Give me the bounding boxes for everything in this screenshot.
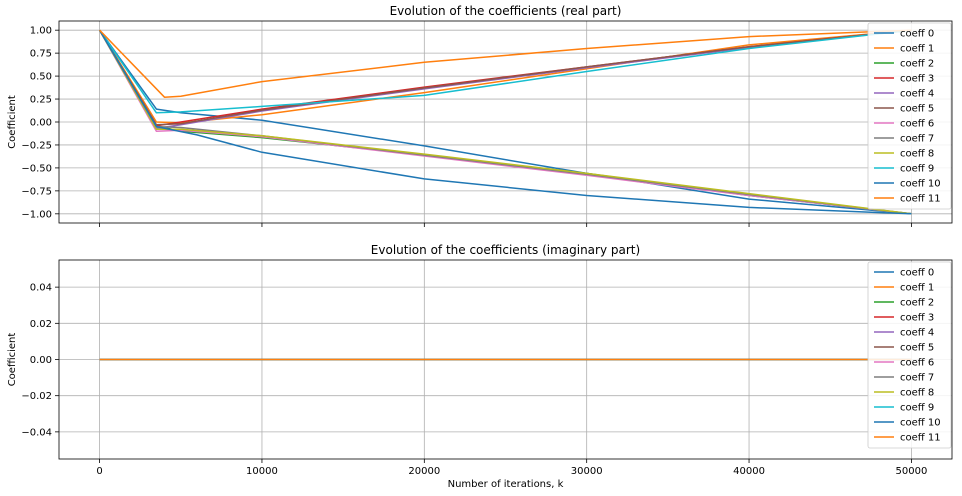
y-tick-label: 1.00 [30,26,52,37]
y-tick-label: −0.25 [21,140,52,151]
y-tick-label: 0.04 [30,283,52,294]
series-line-coeff-6 [98,29,912,215]
x-tick-label: 0 [96,466,102,477]
series-line-coeff-10 [98,29,912,215]
x-tick-label: 10000 [246,466,278,477]
legend-label: coeff 10 [900,418,941,429]
chart-title: Evolution of the coefficients (real part… [390,4,622,18]
legend-label: coeff 5 [900,104,934,115]
legend-label: coeff 8 [900,388,934,399]
series-line-coeff-11 [99,29,912,98]
legend: coeff 0 coeff 1 coeff 2 coeff 3 coeff 4 coeff… [867,22,952,210]
series-line-coeff-9 [98,29,912,114]
legend-box [867,261,952,449]
x-axis-label: Number of iterations, k [448,479,564,490]
legend-label: coeff 11 [900,194,941,205]
x-tick-label: 40000 [733,466,765,477]
legend-label: coeff 4 [900,89,934,100]
chart-panel-0: 1.00 0.75 0.50 0.25 0.00 −0.25 −0.50 −0.75 −1.00… [7,4,953,227]
y-tick-label: −0.04 [21,427,52,438]
chart-title: Evolution of the coefficients (imaginary… [371,243,640,257]
legend-label: coeff 6 [900,358,934,369]
legend-label: coeff 2 [900,59,934,70]
y-axis-label: Coefficient [7,333,18,387]
series-line-coeff-4 [98,29,912,130]
legend-label: coeff 0 [900,268,934,279]
legend-label: coeff 4 [900,328,934,339]
series-line-coeff-1 [98,29,912,124]
y-tick-label: −0.50 [21,163,52,174]
chart-panel-1: 0 10000 20000 30000 40000 50000 0.04 0.02 0.00 −0… [7,243,953,490]
series-line-coeff-5 [98,29,912,126]
legend-label: coeff 6 [900,119,934,130]
y-tick-label: 0.75 [30,49,52,60]
legend-label: coeff 1 [900,44,934,55]
legend-label: coeff 0 [900,29,934,40]
series-line-coeff-0 [98,29,912,215]
y-tick-label: −1.00 [21,209,52,220]
legend-label: coeff 3 [900,74,934,85]
y-axis-label: Coefficient [7,95,18,149]
legend-label: coeff 2 [900,298,934,309]
x-tick-label: 20000 [408,466,440,477]
legend-box [867,22,952,210]
y-tick-label: 0.00 [30,118,52,129]
y-tick-label: 0.50 [30,72,52,83]
legend-label: coeff 9 [900,164,934,175]
legend-label: coeff 11 [900,433,941,444]
x-tick-label: 50000 [896,466,928,477]
legend-label: coeff 10 [900,179,941,190]
legend-label: coeff 7 [900,373,934,384]
y-tick-label: 0.02 [30,319,52,330]
series-line-coeff-8 [98,29,912,215]
y-tick-label: 0.00 [30,355,52,366]
legend-label: coeff 3 [900,313,934,324]
legend-label: coeff 8 [900,149,934,160]
legend-label: coeff 5 [900,343,934,354]
legend-label: coeff 7 [900,134,934,145]
y-tick-label: 0.25 [30,95,52,106]
legend-label: coeff 1 [900,283,934,294]
x-tick-label: 30000 [571,466,603,477]
legend: coeff 0 coeff 1 coeff 2 coeff 3 coeff 4 coeff… [867,261,952,449]
y-tick-label: −0.02 [21,391,52,402]
legend-label: coeff 9 [900,403,934,414]
y-tick-label: −0.75 [21,186,52,197]
